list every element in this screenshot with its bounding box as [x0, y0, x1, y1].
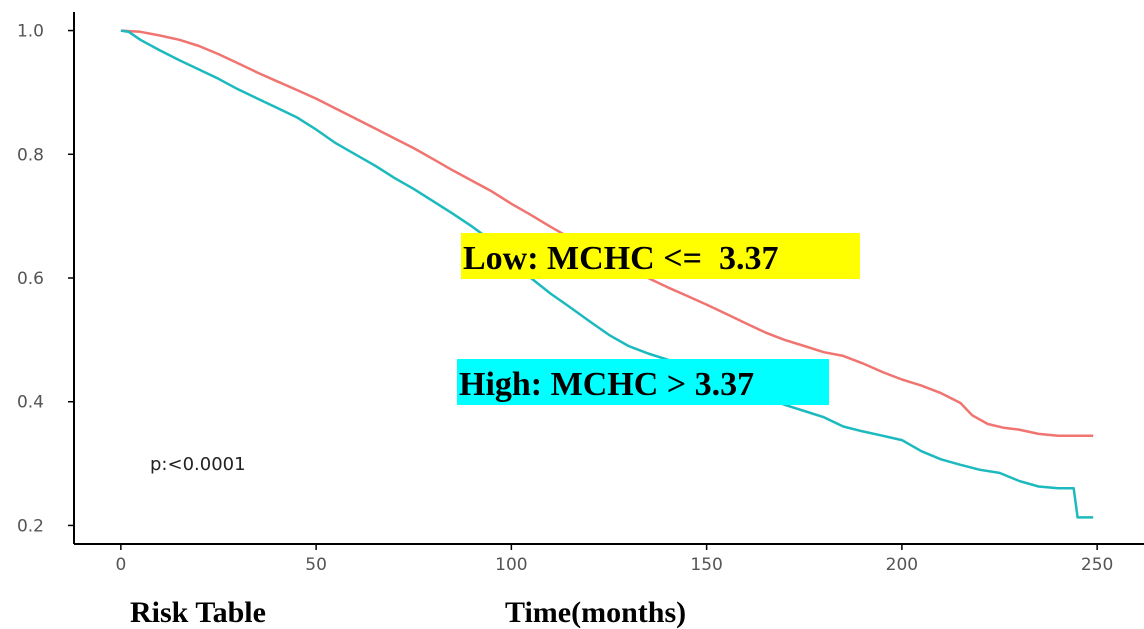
- x-axis-ticks: 0 50 100 150 200 250: [115, 544, 1113, 575]
- legend-low-label: Low: MCHC <= 3.37: [463, 240, 778, 277]
- y-tick-label: 0.6: [17, 269, 44, 289]
- x-tick-label: 100: [495, 555, 527, 575]
- p-value-annotation: p:<0.0001: [150, 454, 246, 475]
- y-tick-label: 0.4: [17, 393, 44, 413]
- y-axis-ticks: 0.2 0.4 0.6 0.8 1.0: [17, 22, 74, 536]
- legend-low-background: [461, 233, 860, 279]
- risk-table-label: Risk Table: [130, 596, 266, 629]
- x-tick-label: 200: [886, 555, 918, 575]
- x-tick-label: 150: [690, 555, 722, 575]
- x-tick-label: 250: [1081, 555, 1113, 575]
- x-axis-title: Time(months): [505, 596, 686, 629]
- x-tick-label: 50: [305, 555, 327, 575]
- legend-high-background: [457, 359, 829, 405]
- legend-low: Low: MCHC <= 3.37: [461, 233, 860, 279]
- y-tick-label: 0.8: [17, 145, 44, 165]
- legend-high-label: High: MCHC > 3.37: [459, 366, 754, 403]
- y-tick-label: 1.0: [17, 22, 44, 42]
- y-tick-label: 0.2: [17, 516, 44, 536]
- x-tick-label: 0: [115, 555, 126, 575]
- legend-high: High: MCHC > 3.37: [457, 359, 829, 405]
- survival-curve-high: [120, 29, 1094, 519]
